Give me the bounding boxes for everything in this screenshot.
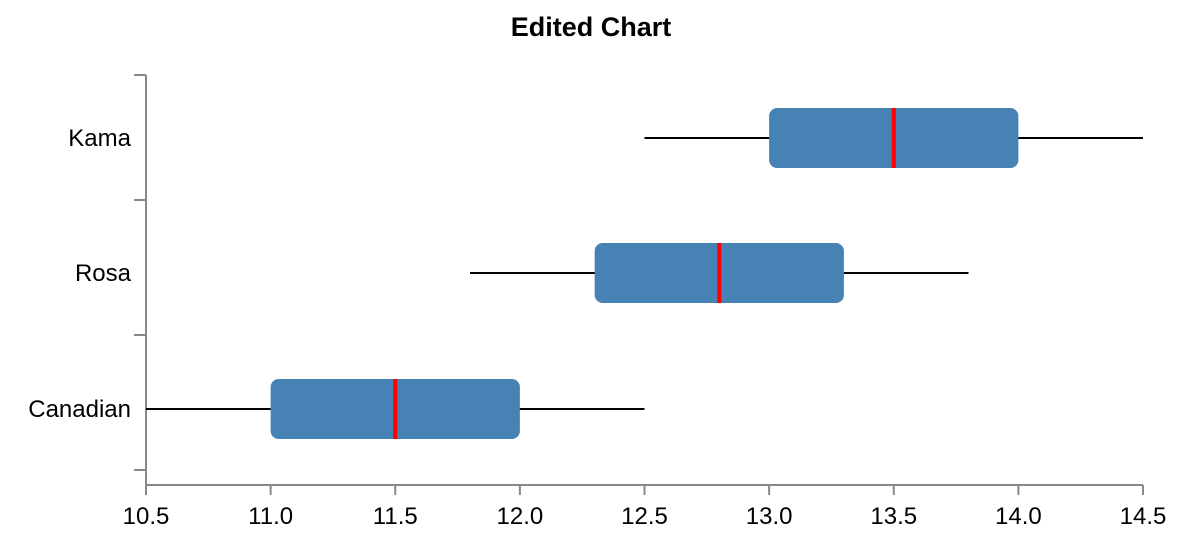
box-group-rosa: Rosa xyxy=(75,243,969,303)
box-group-canadian: Canadian xyxy=(28,379,645,439)
box-group-kama: Kama xyxy=(68,108,1143,168)
x-tick-label: 14.0 xyxy=(995,503,1042,530)
x-tick-label: 12.5 xyxy=(621,503,668,530)
chart-title: Edited Chart xyxy=(511,12,672,42)
category-label: Kama xyxy=(68,125,131,152)
x-tick-label: 11.0 xyxy=(248,503,293,530)
x-tick-label: 14.5 xyxy=(1120,503,1167,530)
x-tick-label: 13.5 xyxy=(870,503,917,530)
box-marks: Kama Rosa Canadian xyxy=(28,108,1143,439)
x-tick-label: 10.5 xyxy=(123,503,170,530)
category-label: Canadian xyxy=(28,396,131,423)
category-label: Rosa xyxy=(75,260,132,287)
x-tick-label: 13.0 xyxy=(746,503,793,530)
x-tick-label: 11.5 xyxy=(373,503,418,530)
axes: 10.5 11.0 11.5 12.0 12.5 13.0 13.5 14.0 14.5 xyxy=(123,74,1167,530)
x-tick-label: 12.0 xyxy=(497,503,544,530)
